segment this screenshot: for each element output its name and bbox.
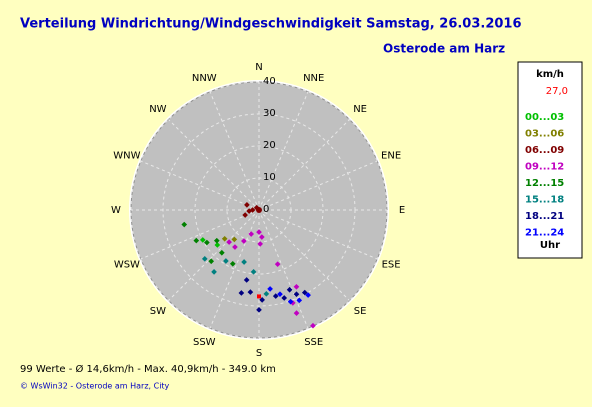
direction-label: ESE — [382, 260, 401, 271]
wind-point — [274, 261, 281, 267]
direction-label: NNW — [192, 73, 217, 84]
legend-entry: 06...09 — [525, 145, 564, 156]
wind-point — [226, 239, 232, 245]
wind-point — [247, 289, 254, 295]
direction-label: SSW — [193, 337, 216, 348]
wind-point — [249, 207, 256, 213]
grid-ring — [130, 81, 388, 339]
direction-label: NNE — [303, 73, 324, 84]
wind-point — [287, 298, 294, 305]
legend-entry: 18...21 — [525, 211, 564, 222]
wind-point — [211, 269, 217, 275]
wind-point — [193, 237, 200, 244]
direction-label: NW — [149, 104, 166, 115]
wind-point — [208, 258, 215, 265]
wind-point — [231, 236, 238, 243]
legend-current: 27,0 — [546, 86, 568, 97]
radial-tick-label: 0 — [263, 204, 269, 215]
wind-point — [243, 277, 250, 283]
radial-tick-label: 10 — [263, 172, 276, 183]
wind-point — [293, 310, 300, 316]
wind-point — [256, 229, 262, 235]
direction-label: W — [111, 205, 121, 216]
grid-ring — [162, 113, 356, 307]
wind-point — [263, 291, 270, 297]
direction-label: SE — [354, 306, 367, 317]
wind-point — [305, 292, 311, 298]
radial-tick-label: 40 — [263, 76, 276, 87]
wind-point — [181, 221, 188, 228]
legend-entry: 21...24 — [525, 228, 564, 239]
wind-point — [248, 231, 255, 237]
direction-label: WSW — [114, 260, 140, 271]
wind-point — [256, 307, 262, 313]
wind-point — [232, 244, 238, 250]
wind-point — [257, 241, 264, 247]
wind-point — [221, 235, 228, 242]
direction-label: E — [399, 205, 405, 216]
wind-point — [244, 202, 250, 208]
wind-point — [241, 259, 247, 265]
wind-point — [267, 286, 273, 292]
wind-point — [242, 212, 248, 218]
center-dot — [256, 207, 262, 213]
radial-tick-label: 20 — [263, 140, 276, 151]
legend-entry: 03...06 — [525, 129, 564, 140]
wind-point — [250, 269, 257, 275]
wind-point — [259, 297, 265, 303]
chart-subtitle: Osterode am Harz — [383, 42, 505, 56]
wind-point — [293, 291, 300, 298]
wind-point — [201, 255, 208, 262]
wind-point — [286, 286, 293, 293]
grid-ring — [194, 145, 324, 275]
direction-label: WNW — [113, 150, 140, 161]
direction-label: SW — [150, 306, 166, 317]
wind-point — [204, 239, 210, 246]
legend-footer: Uhr — [540, 240, 560, 251]
wind-point — [238, 290, 245, 296]
legend-header: km/h — [536, 69, 564, 80]
wind-point — [213, 237, 220, 244]
footer: © WsWin32 - Osterode am Harz, City — [20, 382, 170, 391]
legend-entry: 12...15 — [525, 178, 564, 189]
wind-point — [223, 258, 229, 264]
wind-point — [219, 249, 225, 256]
wind-point — [310, 322, 316, 329]
wind-point — [259, 234, 265, 240]
direction-label: ENE — [381, 150, 401, 161]
wind-point — [277, 291, 283, 297]
chart-title: Verteilung Windrichtung/Windgeschwindigk… — [20, 17, 522, 32]
stats: 99 Werte - Ø 14,6km/h - Max. 40,9km/h - … — [20, 363, 276, 375]
current-point — [257, 294, 261, 299]
wind-point — [272, 293, 279, 299]
wind-point — [253, 204, 260, 211]
wind-point — [241, 238, 247, 244]
wind-point — [296, 297, 303, 304]
legend-entry: 09...12 — [525, 162, 564, 173]
wind-point — [293, 283, 300, 290]
grid-ring — [226, 177, 292, 243]
wind-point — [199, 237, 206, 243]
legend-entry: 00...03 — [525, 112, 564, 123]
legend-box — [517, 61, 583, 259]
legend-entry: 15...18 — [525, 195, 564, 206]
radial-tick-label: 30 — [263, 108, 276, 119]
direction-label: NE — [353, 104, 367, 115]
wind-point — [281, 295, 288, 301]
direction-label: N — [255, 62, 262, 73]
direction-label: S — [256, 348, 262, 359]
wind-point — [301, 289, 308, 296]
direction-label: SSE — [304, 337, 323, 348]
wind-point — [214, 242, 221, 248]
wind-point — [229, 260, 236, 267]
